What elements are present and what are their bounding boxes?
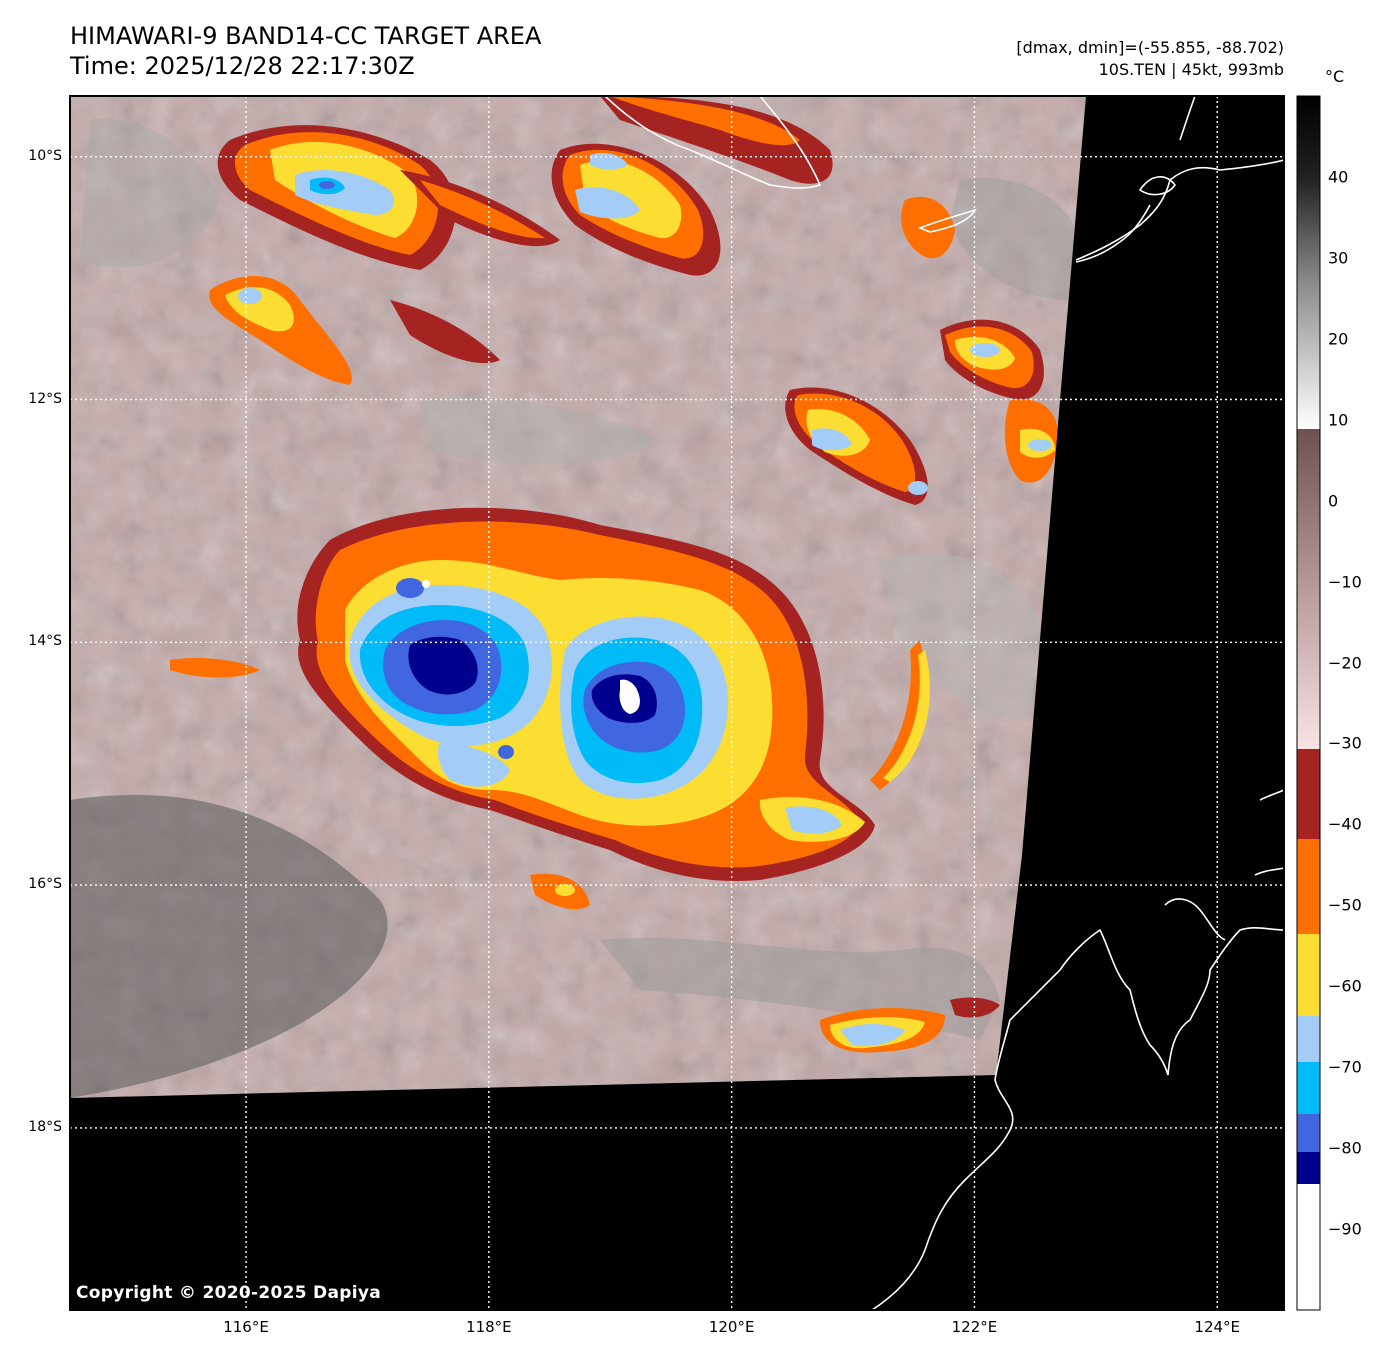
plot-frame	[69, 95, 1285, 1311]
lat-label: 18°S	[28, 1118, 62, 1135]
lat-label: 12°S	[28, 390, 62, 407]
colorbar-segment-royal-blue	[1297, 1114, 1320, 1152]
colorbar-tick-label: 40	[1328, 167, 1349, 187]
colorbar-segment-warm	[1297, 96, 1320, 429]
colorbar-tick-label: −80	[1328, 1138, 1362, 1158]
colorbar-tick-label: −20	[1328, 653, 1362, 673]
stats-line-2: 10S.TEN | 45kt, 993mb	[1098, 60, 1284, 79]
lon-label: 122°E	[951, 1318, 998, 1336]
colorbar-unit: °C	[1325, 67, 1345, 86]
colorbar-tick-label: −90	[1328, 1219, 1362, 1239]
lon-label: 124°E	[1194, 1318, 1241, 1336]
colorbar-tick-label: −50	[1328, 895, 1362, 915]
cloud-cluster-nw	[217, 125, 456, 270]
colorbar-tick-label: −40	[1328, 814, 1362, 834]
copyright: Copyright © 2020-2025 Dapiya	[76, 1283, 381, 1303]
title-line-2: Time: 2025/12/28 22:17:30Z	[70, 52, 415, 80]
colorbar-segment-dark-red	[1297, 749, 1320, 839]
lat-label: 10°S	[28, 147, 62, 164]
colorbar	[1296, 95, 1321, 1311]
colorbar-segment-navy	[1297, 1152, 1320, 1184]
colorbar-tick-label: −70	[1328, 1057, 1362, 1077]
title-line-1: HIMAWARI-9 BAND14-CC TARGET AREA	[70, 22, 542, 50]
colorbar-tick-label: −60	[1328, 976, 1362, 996]
cloud-cluster-n	[551, 143, 721, 276]
colorbar-tick-label: −10	[1328, 572, 1362, 592]
lon-label: 118°E	[466, 1318, 512, 1336]
colorbar-tick-label: 0	[1328, 491, 1339, 511]
stats-line-1: [dmax, dmin]=(-55.855, -88.702)	[1016, 38, 1284, 57]
colorbar-tick-label: 30	[1328, 248, 1349, 268]
colorbar-tick-label: 10	[1328, 410, 1349, 430]
lon-label: 120°E	[708, 1318, 755, 1336]
colorbar-segment-yellow	[1297, 934, 1320, 1016]
satellite-imagery	[70, 96, 1086, 1098]
cyclone-core	[297, 507, 875, 881]
colorbar-segment-orange	[1297, 839, 1320, 934]
colorbar-frame	[1296, 95, 1321, 1311]
lat-label: 14°S	[28, 633, 62, 650]
gridlines	[70, 96, 1284, 1310]
colorbar-segment-mid	[1297, 429, 1320, 749]
coastlines	[604, 96, 1284, 1310]
lat-label: 16°S	[28, 876, 62, 893]
colorbar-segment-white	[1297, 1184, 1320, 1310]
colorbar-segment-light-blue	[1297, 1016, 1320, 1062]
lon-label: 116°E	[223, 1318, 269, 1336]
colorbar-segment-cyan	[1297, 1062, 1320, 1114]
colorbar-tick-label: −30	[1328, 733, 1362, 753]
colorbar-tick-label: 20	[1328, 329, 1349, 349]
